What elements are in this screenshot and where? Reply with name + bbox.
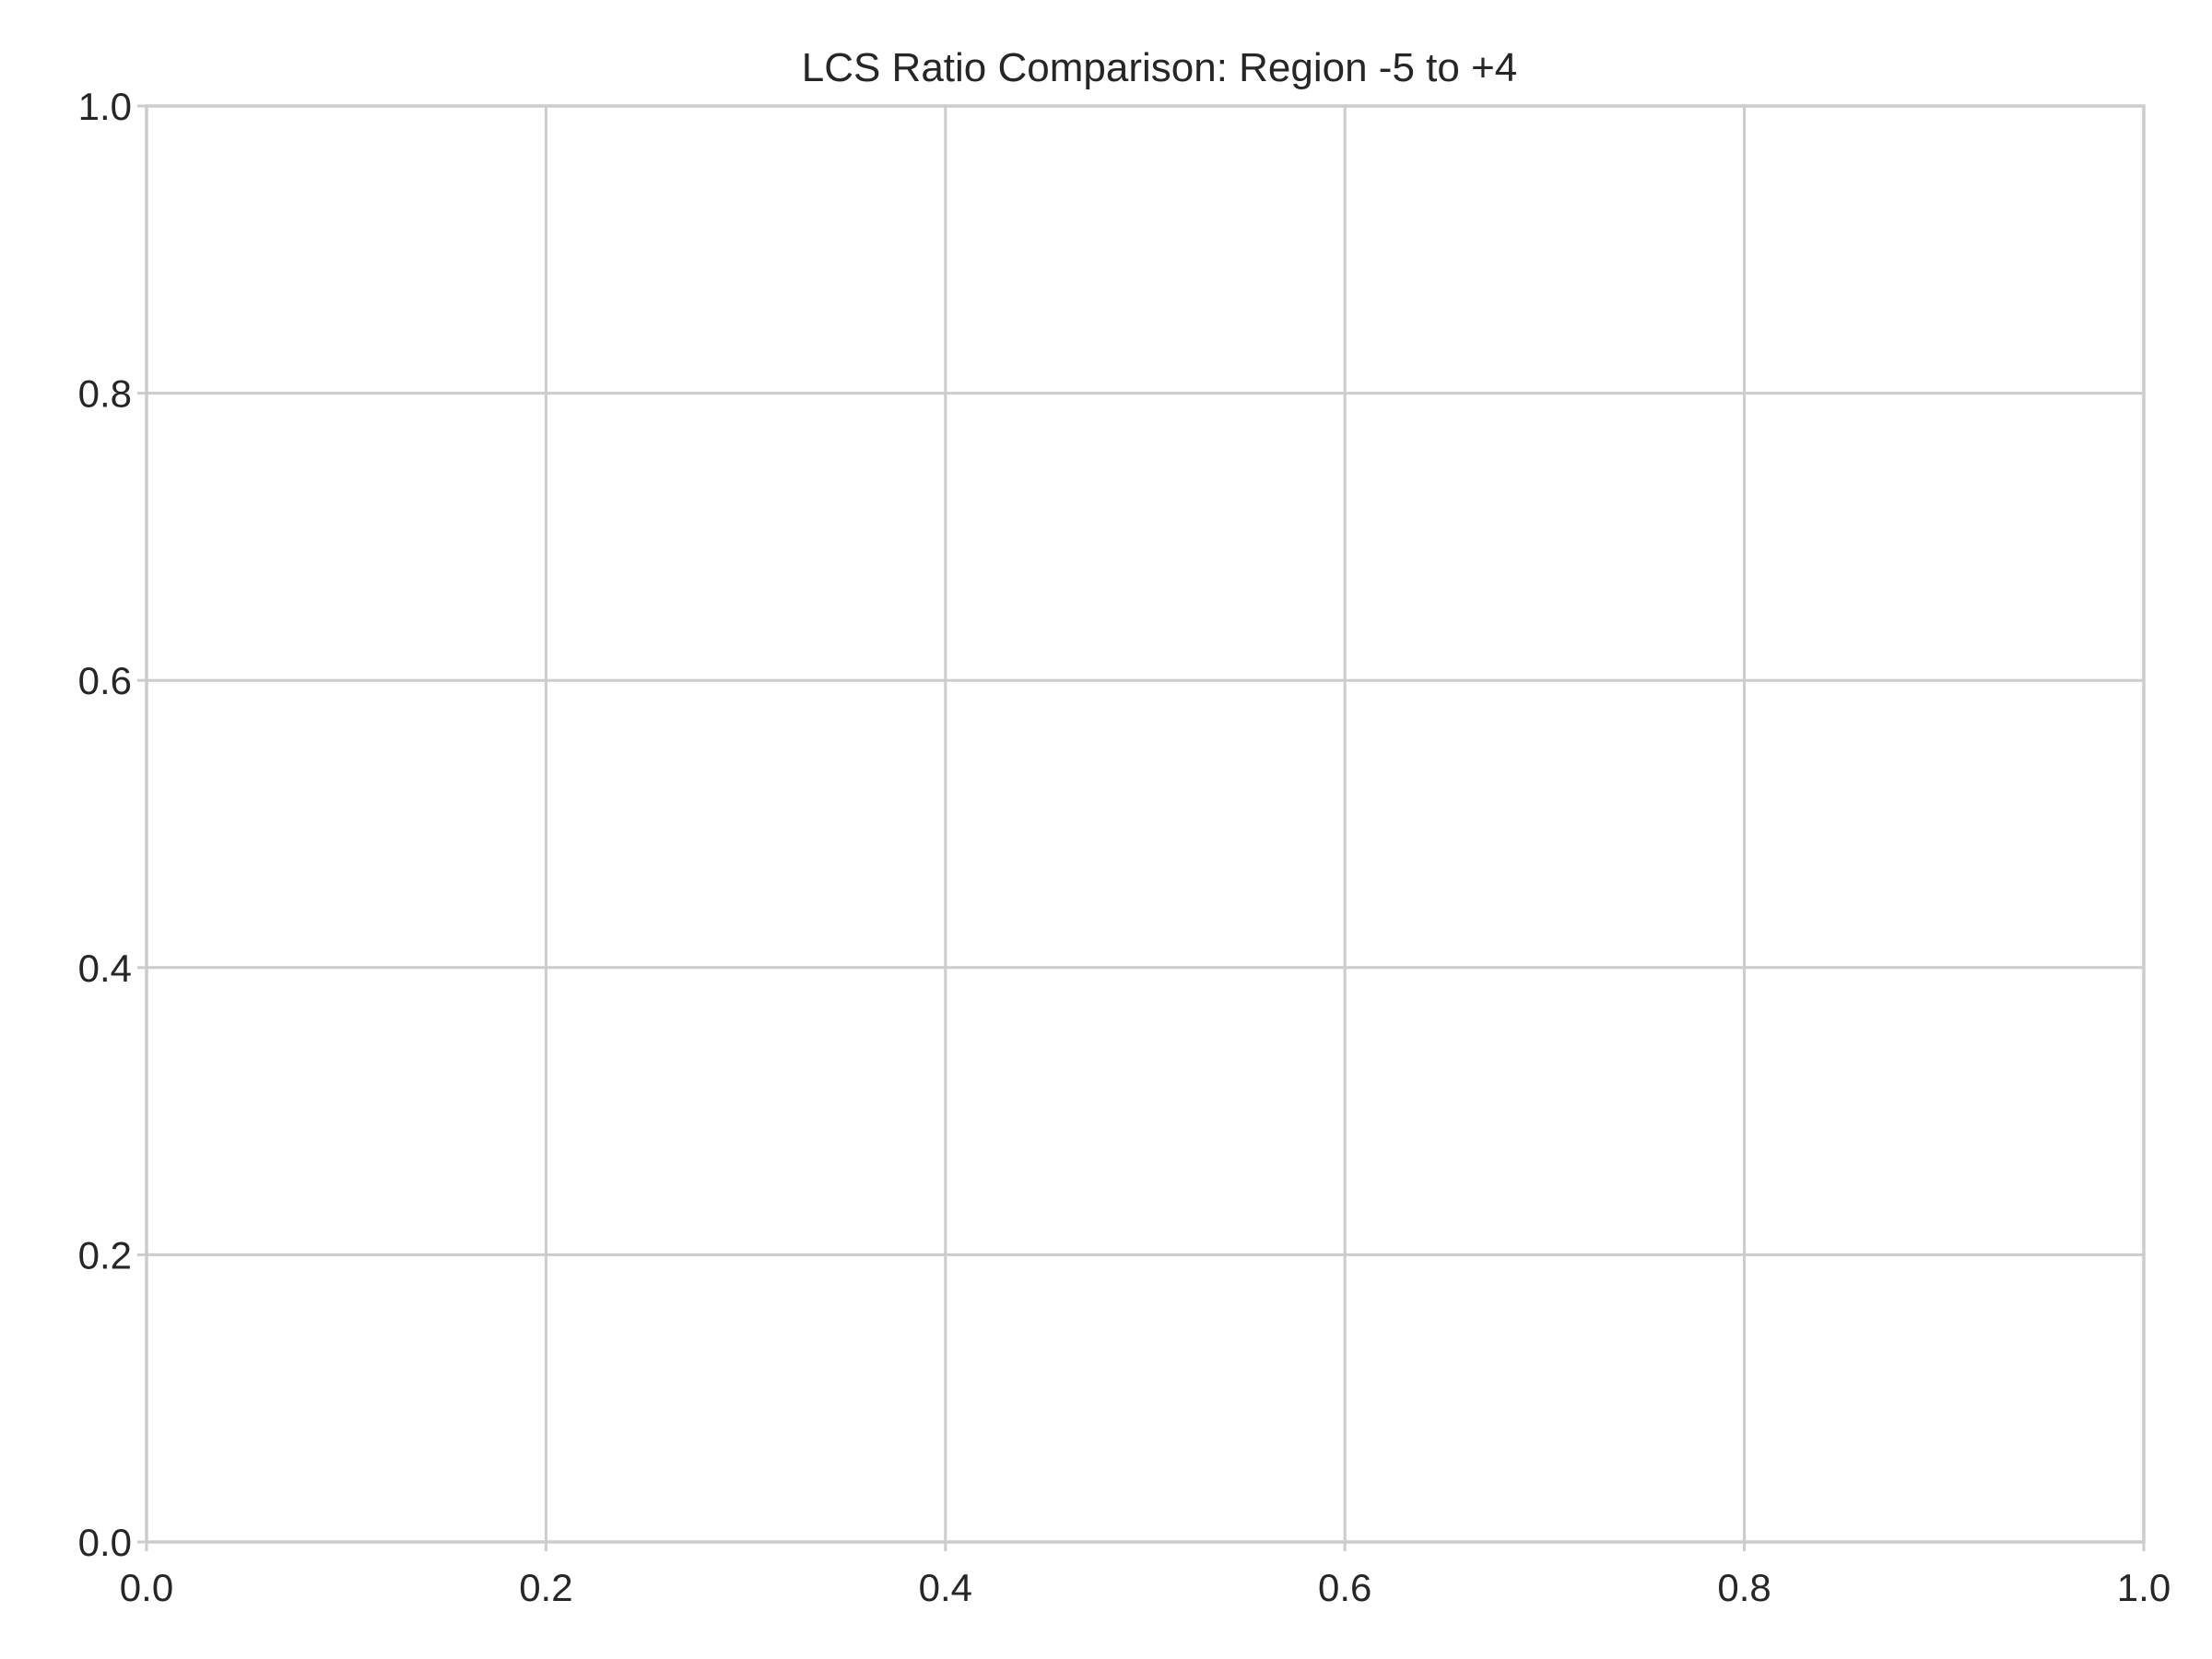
chart-title: LCS Ratio Comparison: Region -5 to +4: [802, 45, 1518, 90]
y-tick-label: 0.4: [78, 947, 132, 990]
x-tick-label: 1.0: [2117, 1566, 2171, 1609]
x-tick-label: 0.6: [1318, 1566, 1371, 1609]
x-tick-label: 0.4: [919, 1566, 972, 1609]
x-axis: 0.0 0.2 0.4 0.6 0.8 1.0: [120, 1542, 2171, 1609]
y-tick-label: 0.0: [78, 1521, 132, 1564]
x-tick-label: 0.0: [120, 1566, 173, 1609]
x-tick-label: 0.2: [519, 1566, 572, 1609]
y-tick-label: 1.0: [78, 85, 132, 128]
y-tick-label: 0.8: [78, 372, 132, 416]
y-tick-label: 0.2: [78, 1233, 132, 1277]
y-tick-label: 0.6: [78, 659, 132, 702]
grid: [145, 104, 2146, 1544]
plot-frame: [145, 104, 2146, 1544]
y-axis: 0.0 0.2 0.4 0.6 0.8 1.0: [78, 85, 147, 1564]
x-tick-label: 0.8: [1717, 1566, 1771, 1609]
